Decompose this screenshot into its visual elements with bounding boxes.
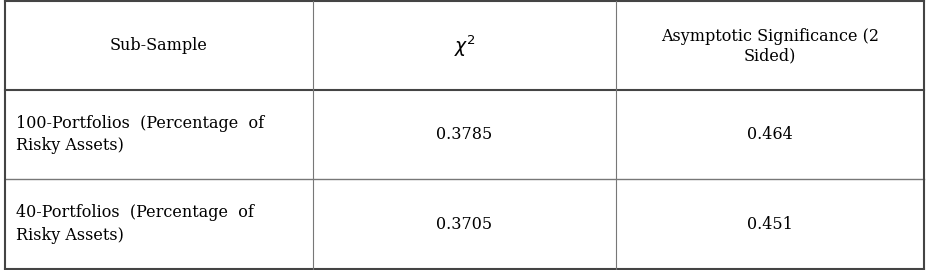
Text: 40-Portfolios  (Percentage  of
Risky Assets): 40-Portfolios (Percentage of Risky Asset… [16, 204, 253, 244]
Text: Asymptotic Significance (2
Sided): Asymptotic Significance (2 Sided) [661, 28, 879, 64]
Text: Sub-Sample: Sub-Sample [110, 37, 208, 54]
Text: $\chi^2$: $\chi^2$ [453, 33, 475, 59]
Text: 0.3705: 0.3705 [436, 215, 492, 232]
Text: 0.3785: 0.3785 [436, 126, 492, 143]
Text: 0.464: 0.464 [747, 126, 793, 143]
Text: 0.451: 0.451 [746, 215, 793, 232]
Text: 100-Portfolios  (Percentage  of
Risky Assets): 100-Portfolios (Percentage of Risky Asse… [16, 115, 264, 154]
